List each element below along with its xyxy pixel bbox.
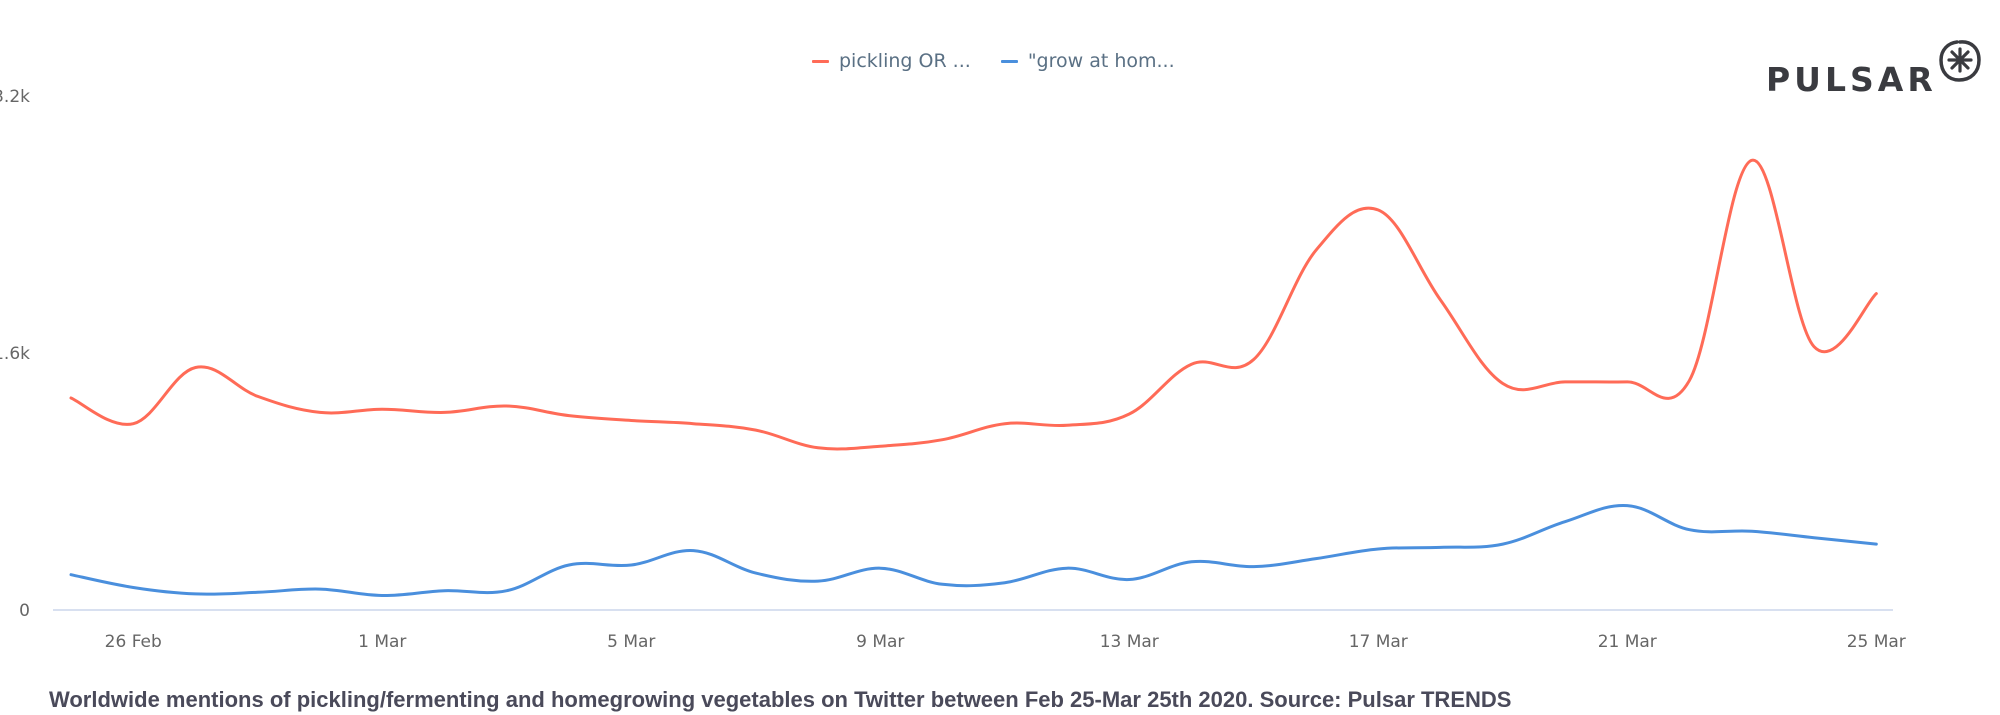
data-point[interactable]: pickling OR ... — 7 Mar: 1120	[750, 424, 762, 436]
legend-swatch-grow-at-home	[1000, 59, 1018, 63]
data-point[interactable]: pickling OR ... — 23 Mar: 2800	[1746, 154, 1758, 166]
data-point[interactable]: "grow at hom... — 25 Feb: 220	[65, 569, 77, 581]
y-tick-label: 0	[19, 601, 30, 621]
logo-text: PULSAR	[1766, 60, 1937, 99]
data-point[interactable]: pickling OR ... — 29 Feb: 1230	[314, 406, 326, 418]
legend-swatch-pickling	[812, 59, 829, 63]
data-point[interactable]: "grow at hom... — 12 Mar: 260	[1061, 562, 1073, 574]
data-point[interactable]: "grow at hom... — 26 Feb: 140	[127, 582, 139, 594]
data-point[interactable]: pickling OR ... — 27 Feb: 1510	[190, 361, 202, 373]
data-point[interactable]: pickling OR ... — 28 Feb: 1330	[252, 390, 264, 402]
data-point[interactable]: "grow at hom... — 4 Mar: 280	[563, 559, 575, 571]
data-point[interactable]: "grow at hom... — 28 Feb: 110	[252, 586, 264, 598]
data-point[interactable]: "grow at hom... — 23 Mar: 490	[1746, 525, 1758, 537]
x-tick-label: 9 Mar	[856, 632, 904, 652]
x-axis: 26 Feb 1 Mar 5 Mar 9 Mar 13 Mar 17 Mar 21 Mar 2…	[105, 632, 1906, 652]
asterisk-circle-icon	[1938, 40, 1981, 82]
data-point[interactable]: "grow at hom... — 3 Mar: 120	[501, 585, 513, 597]
data-point[interactable]: "grow at hom... — 5 Mar: 280	[625, 559, 637, 571]
x-tick-label: 26 Feb	[105, 632, 162, 652]
x-tick-label: 5 Mar	[607, 632, 655, 652]
data-point[interactable]: pickling OR ... — 16 Mar: 2240	[1310, 244, 1322, 256]
data-point[interactable]: pickling OR ... — 21 Mar: 1420	[1621, 376, 1633, 388]
data-point[interactable]: "grow at hom... — 24 Mar: 450	[1808, 532, 1820, 544]
data-point[interactable]: pickling OR ... — 1 Mar: 1250	[376, 403, 388, 415]
data-point[interactable]: pickling OR ... — 15 Mar: 1560	[1248, 353, 1260, 365]
y-tick-label: 3.2k	[0, 87, 30, 107]
data-point[interactable]: pickling OR ... — 12 Mar: 1150	[1061, 419, 1073, 431]
data-point[interactable]: "grow at hom... — 22 Mar: 500	[1684, 524, 1696, 536]
legend-label-grow-at-home: "grow at hom...	[1027, 50, 1175, 72]
series-layer: pickling OR ... — 25 Feb: 1320 pickling O…	[65, 154, 1882, 602]
x-tick-label: 25 Mar	[1847, 632, 1906, 652]
data-point[interactable]: "grow at hom... — 14 Mar: 300	[1186, 556, 1198, 568]
data-point[interactable]: "grow at hom... — 29 Feb: 130	[314, 583, 326, 595]
data-point[interactable]: "grow at hom... — 20 Mar: 550	[1559, 516, 1571, 528]
chart-caption: Worldwide mentions of pickling/fermentin…	[49, 687, 1512, 712]
data-point[interactable]: "grow at hom... — 17 Mar: 380	[1372, 543, 1384, 555]
y-tick-label: 1.6k	[0, 344, 30, 364]
data-point[interactable]: pickling OR ... — 13 Mar: 1220	[1123, 408, 1135, 420]
data-point[interactable]: pickling OR ... — 17 Mar: 2490	[1372, 204, 1384, 216]
data-point[interactable]: pickling OR ... — 8 Mar: 1010	[812, 442, 824, 454]
data-point[interactable]: pickling OR ... — 9 Mar: 1020	[874, 440, 886, 452]
data-point[interactable]: pickling OR ... — 19 Mar: 1410	[1497, 378, 1509, 390]
data-point[interactable]: "grow at hom... — 8 Mar: 180	[812, 575, 824, 587]
data-point[interactable]: "grow at hom... — 27 Feb: 100	[190, 588, 202, 600]
x-tick-label: 17 Mar	[1349, 632, 1408, 652]
data-point[interactable]: "grow at hom... — 13 Mar: 190	[1123, 573, 1135, 585]
data-point[interactable]: pickling OR ... — 25 Mar: 1970	[1870, 288, 1882, 300]
x-tick-label: 13 Mar	[1100, 632, 1159, 652]
data-point[interactable]: pickling OR ... — 5 Mar: 1180	[625, 414, 637, 426]
data-point[interactable]: "grow at hom... — 18 Mar: 390	[1435, 541, 1447, 553]
data-point[interactable]: pickling OR ... — 20 Mar: 1420	[1559, 376, 1571, 388]
data-point[interactable]: "grow at hom... — 21 Mar: 650	[1621, 500, 1633, 512]
data-point[interactable]: pickling OR ... — 26 Feb: 1160	[127, 418, 139, 430]
data-point[interactable]: "grow at hom... — 11 Mar: 170	[999, 577, 1011, 589]
data-point[interactable]: pickling OR ... — 6 Mar: 1160	[688, 418, 700, 430]
data-point[interactable]: pickling OR ... — 3 Mar: 1270	[501, 400, 513, 412]
pulsar-logo: PULSAR	[1766, 38, 1983, 99]
data-point[interactable]: pickling OR ... — 10 Mar: 1060	[937, 434, 949, 446]
x-tick-label: 1 Mar	[358, 632, 406, 652]
data-point[interactable]: pickling OR ... — 25 Feb: 1320	[65, 392, 77, 404]
x-tick-label: 21 Mar	[1598, 632, 1657, 652]
data-point[interactable]: pickling OR ... — 11 Mar: 1160	[999, 418, 1011, 430]
legend-item-grow-at-home[interactable]: "grow at hom...	[1000, 50, 1175, 72]
data-point[interactable]: "grow at hom... — 19 Mar: 410	[1497, 538, 1509, 550]
data-point[interactable]: pickling OR ... — 4 Mar: 1210	[563, 410, 575, 422]
data-point[interactable]: pickling OR ... — 14 Mar: 1530	[1186, 358, 1198, 370]
data-point[interactable]: "grow at hom... — 9 Mar: 260	[874, 562, 886, 574]
data-point[interactable]: pickling OR ... — 18 Mar: 1930	[1435, 294, 1447, 306]
data-point[interactable]: "grow at hom... — 1 Mar: 90	[376, 590, 388, 602]
y-axis: 0 1.6k 3.2k	[0, 87, 30, 621]
data-point[interactable]: "grow at hom... — 6 Mar: 370	[688, 545, 700, 557]
data-point[interactable]: pickling OR ... — 24 Mar: 1640	[1808, 341, 1820, 353]
data-point[interactable]: pickling OR ... — 2 Mar: 1230	[439, 406, 451, 418]
data-point[interactable]: pickling OR ... — 22 Mar: 1430	[1684, 374, 1696, 386]
series-line-pickling	[69, 158, 1878, 451]
data-point[interactable]: "grow at hom... — 10 Mar: 160	[937, 578, 949, 590]
legend-label-pickling: pickling OR ...	[839, 50, 971, 72]
series-line-grow-at-home	[69, 504, 1878, 598]
legend-item-pickling[interactable]: pickling OR ...	[812, 50, 971, 72]
data-point[interactable]: "grow at hom... — 2 Mar: 120	[439, 585, 451, 597]
data-point[interactable]: "grow at hom... — 16 Mar: 320	[1310, 553, 1322, 565]
legend: pickling OR ... "grow at hom...	[812, 50, 1175, 72]
data-point[interactable]: "grow at hom... — 15 Mar: 270	[1248, 561, 1260, 573]
data-point[interactable]: "grow at hom... — 25 Mar: 410	[1870, 538, 1882, 550]
data-point[interactable]: "grow at hom... — 7 Mar: 230	[750, 567, 762, 579]
